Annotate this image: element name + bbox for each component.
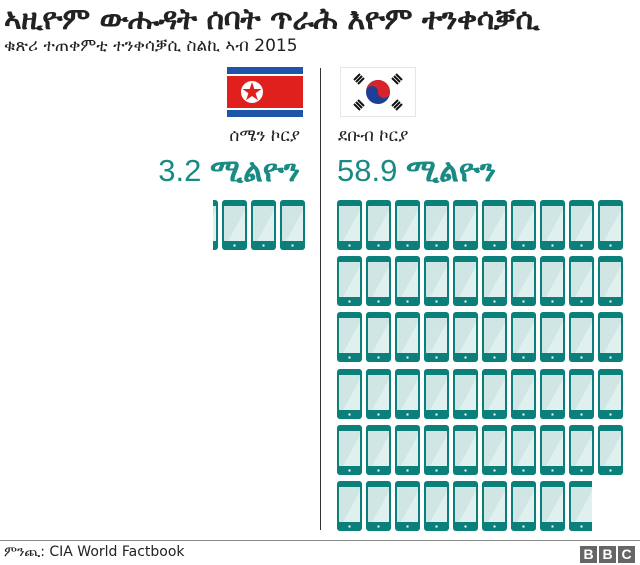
phone-icon bbox=[482, 200, 507, 250]
north-korea-flag bbox=[227, 67, 303, 117]
chart-title: ኣዚዮም ውሑዳት ሰባት ጥራሕ እዮም ተንቀሳቓሲ bbox=[4, 2, 540, 37]
phone-icon bbox=[511, 256, 536, 307]
phone-icon bbox=[366, 481, 391, 531]
phone-icon bbox=[280, 200, 305, 250]
phone-icon bbox=[482, 256, 507, 307]
phone-icon bbox=[395, 481, 420, 531]
phone-icon bbox=[511, 481, 536, 531]
phone-icon bbox=[453, 200, 478, 250]
phone-icon bbox=[540, 368, 565, 419]
chart-subtitle: ቁጽሪ ተጠቀምቲ ተንቀሳቓሲ ስልኪ ኣብ 2015 bbox=[4, 36, 298, 56]
phone-icon bbox=[366, 368, 391, 419]
phone-icon bbox=[395, 256, 420, 307]
phone-icon bbox=[569, 424, 594, 475]
phone-icon bbox=[511, 200, 536, 250]
phone-icon bbox=[540, 312, 565, 363]
footer-divider bbox=[0, 540, 640, 541]
phone-icon bbox=[424, 200, 449, 250]
phone-icon bbox=[366, 424, 391, 475]
phone-icon bbox=[424, 424, 449, 475]
phone-icon bbox=[569, 368, 594, 419]
phone-icon bbox=[453, 256, 478, 307]
phone-icon bbox=[598, 200, 623, 250]
phone-icon bbox=[569, 256, 594, 307]
phone-icon bbox=[540, 256, 565, 307]
phone-icon bbox=[598, 424, 623, 475]
north-korea-label: ሰሜን ኮርያ bbox=[229, 126, 300, 146]
phone-icon bbox=[424, 312, 449, 363]
phone-icon bbox=[395, 200, 420, 250]
phone-icon bbox=[453, 312, 478, 363]
phone-icon bbox=[511, 424, 536, 475]
phone-icon bbox=[482, 424, 507, 475]
value-number: 58.9 bbox=[337, 153, 398, 188]
phone-icon bbox=[598, 312, 623, 363]
phone-icon bbox=[540, 200, 565, 250]
south-korea-value: 58.9 ሚልዮን bbox=[337, 153, 496, 190]
phone-icon bbox=[540, 481, 565, 531]
phone-icon bbox=[540, 424, 565, 475]
logo-letter: B bbox=[599, 546, 616, 563]
phone-icon bbox=[453, 481, 478, 531]
phone-icon bbox=[424, 368, 449, 419]
logo-letter: C bbox=[618, 546, 635, 563]
phone-icon bbox=[511, 368, 536, 419]
north-korea-value: 3.2 ሚልዮን bbox=[158, 153, 300, 190]
value-unit: ሚልዮን bbox=[209, 153, 300, 189]
value-unit: ሚልዮን bbox=[405, 153, 496, 189]
phone-icon bbox=[395, 368, 420, 419]
south-korea-flag bbox=[340, 67, 416, 117]
phone-icon bbox=[251, 200, 276, 250]
logo-letter: B bbox=[580, 546, 597, 563]
phone-icon bbox=[337, 312, 362, 363]
phone-icon bbox=[213, 200, 218, 250]
phone-icon bbox=[598, 368, 623, 419]
phone-icon bbox=[337, 256, 362, 307]
phone-icon bbox=[395, 424, 420, 475]
phone-icon bbox=[569, 481, 592, 531]
phone-icon bbox=[337, 424, 362, 475]
bbc-logo: B B C bbox=[580, 546, 635, 563]
value-number: 3.2 bbox=[158, 153, 202, 188]
phone-icon bbox=[453, 424, 478, 475]
phone-icon bbox=[337, 368, 362, 419]
phone-icon bbox=[482, 481, 507, 531]
phone-icon bbox=[569, 200, 594, 250]
phone-icon bbox=[424, 481, 449, 531]
phone-icon bbox=[453, 368, 478, 419]
phone-icon bbox=[395, 312, 420, 363]
south-korea-label: ደቡብ ኮርያ bbox=[338, 126, 409, 146]
phone-icon bbox=[569, 312, 594, 363]
phone-icon bbox=[598, 256, 623, 307]
phone-icon bbox=[424, 256, 449, 307]
phone-icon bbox=[482, 368, 507, 419]
phone-icon bbox=[482, 312, 507, 363]
phone-icon bbox=[222, 200, 247, 250]
phone-icon bbox=[366, 256, 391, 307]
phone-icon bbox=[511, 312, 536, 363]
phone-icon bbox=[337, 481, 362, 531]
phone-icon bbox=[366, 200, 391, 250]
divider bbox=[320, 68, 321, 530]
phone-icon bbox=[337, 200, 362, 250]
source-note: ምንጪ: CIA World Factbook bbox=[4, 544, 185, 560]
phone-icon bbox=[366, 312, 391, 363]
